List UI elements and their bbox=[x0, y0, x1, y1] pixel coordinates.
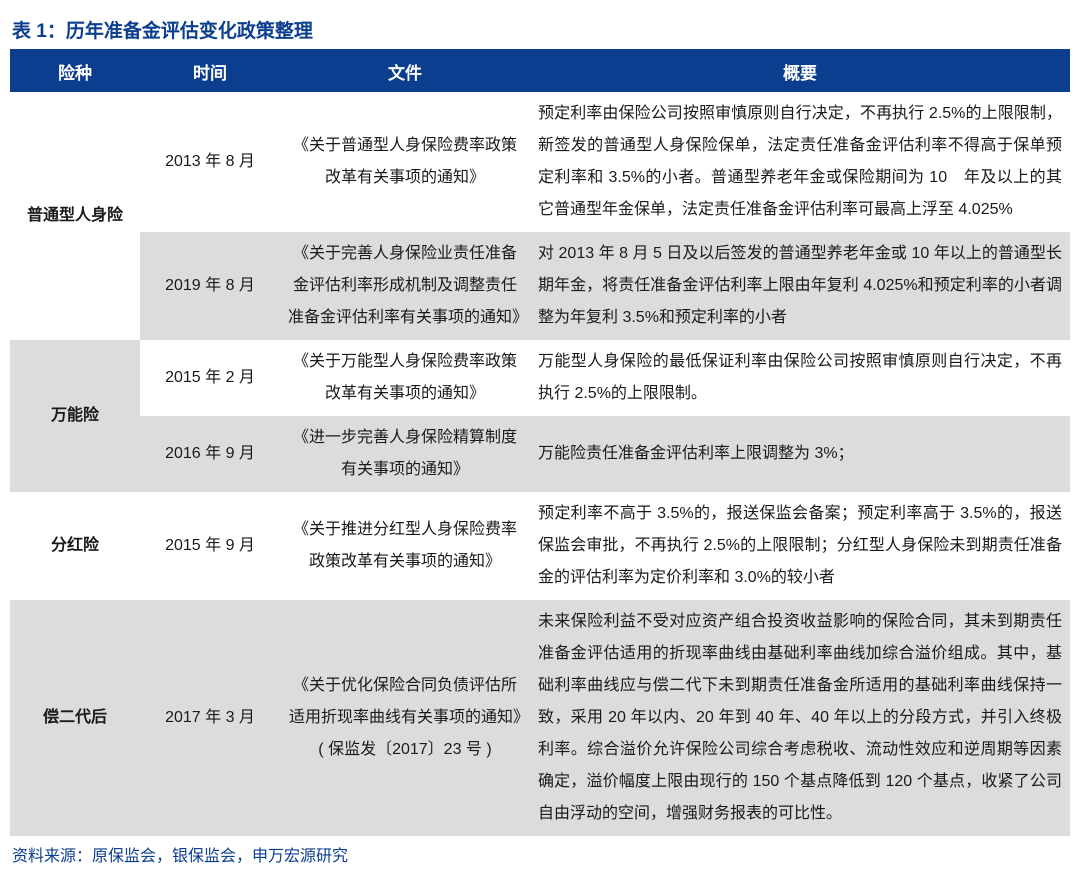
col-header-doc: 文件 bbox=[280, 51, 530, 92]
table-row: 万能险2015 年 2 月《关于万能型人身保险费率政策改革有关事项的通知》万能型… bbox=[10, 340, 1070, 416]
header-row: 险种 时间 文件 概要 bbox=[10, 51, 1070, 92]
col-header-sum: 概要 bbox=[530, 51, 1070, 92]
cell-document: 《关于推进分红型人身保险费率政策改革有关事项的通知》 bbox=[280, 492, 530, 600]
table-row: 普通型人身险2013 年 8 月《关于普通型人身保险费率政策改革有关事项的通知》… bbox=[10, 92, 1070, 232]
cell-time: 2016 年 9 月 bbox=[140, 416, 280, 492]
cell-summary: 万能险责任准备金评估利率上限调整为 3%； bbox=[530, 416, 1070, 492]
cell-type: 普通型人身险 bbox=[10, 92, 140, 340]
cell-summary: 预定利率不高于 3.5%的，报送保监会备案；预定利率高于 3.5%的，报送保监会… bbox=[530, 492, 1070, 600]
cell-summary: 未来保险利益不受对应资产组合投资收益影响的保险合同，其未到期责任准备金评估适用的… bbox=[530, 600, 1070, 836]
cell-time: 2013 年 8 月 bbox=[140, 92, 280, 232]
cell-summary: 万能型人身保险的最低保证利率由保险公司按照审慎原则自行决定，不再执行 2.5%的… bbox=[530, 340, 1070, 416]
col-header-time: 时间 bbox=[140, 51, 280, 92]
cell-time: 2017 年 3 月 bbox=[140, 600, 280, 836]
cell-type: 万能险 bbox=[10, 340, 140, 492]
table-row: 2019 年 8 月《关于完善人身保险业责任准备金评估利率形成机制及调整责任准备… bbox=[10, 232, 1070, 340]
cell-document: 《关于万能型人身保险费率政策改革有关事项的通知》 bbox=[280, 340, 530, 416]
table-title: 表 1：历年准备金评估变化政策整理 bbox=[10, 10, 1070, 51]
cell-time: 2015 年 2 月 bbox=[140, 340, 280, 416]
table-row: 偿二代后2017 年 3 月《关于优化保险合同负债评估所适用折现率曲线有关事项的… bbox=[10, 600, 1070, 836]
cell-document: 《关于优化保险合同负债评估所适用折现率曲线有关事项的通知》( 保监发〔2017〕… bbox=[280, 600, 530, 836]
cell-document: 《进一步完善人身保险精算制度有关事项的通知》 bbox=[280, 416, 530, 492]
col-header-type: 险种 bbox=[10, 51, 140, 92]
cell-type: 分红险 bbox=[10, 492, 140, 600]
cell-document: 《关于完善人身保险业责任准备金评估利率形成机制及调整责任准备金评估利率有关事项的… bbox=[280, 232, 530, 340]
table-row: 分红险2015 年 9 月《关于推进分红型人身保险费率政策改革有关事项的通知》预… bbox=[10, 492, 1070, 600]
cell-time: 2019 年 8 月 bbox=[140, 232, 280, 340]
cell-time: 2015 年 9 月 bbox=[140, 492, 280, 600]
policy-table: 险种 时间 文件 概要 普通型人身险2013 年 8 月《关于普通型人身保险费率… bbox=[10, 51, 1070, 836]
source-note: 资料来源：原保监会，银保监会，申万宏源研究 bbox=[10, 836, 1070, 866]
cell-summary: 对 2013 年 8 月 5 日及以后签发的普通型养老年金或 10 年以上的普通… bbox=[530, 232, 1070, 340]
cell-summary: 预定利率由保险公司按照审慎原则自行决定，不再执行 2.5%的上限限制，新签发的普… bbox=[530, 92, 1070, 232]
cell-type: 偿二代后 bbox=[10, 600, 140, 836]
cell-document: 《关于普通型人身保险费率政策改革有关事项的通知》 bbox=[280, 92, 530, 232]
table-row: 2016 年 9 月《进一步完善人身保险精算制度有关事项的通知》万能险责任准备金… bbox=[10, 416, 1070, 492]
